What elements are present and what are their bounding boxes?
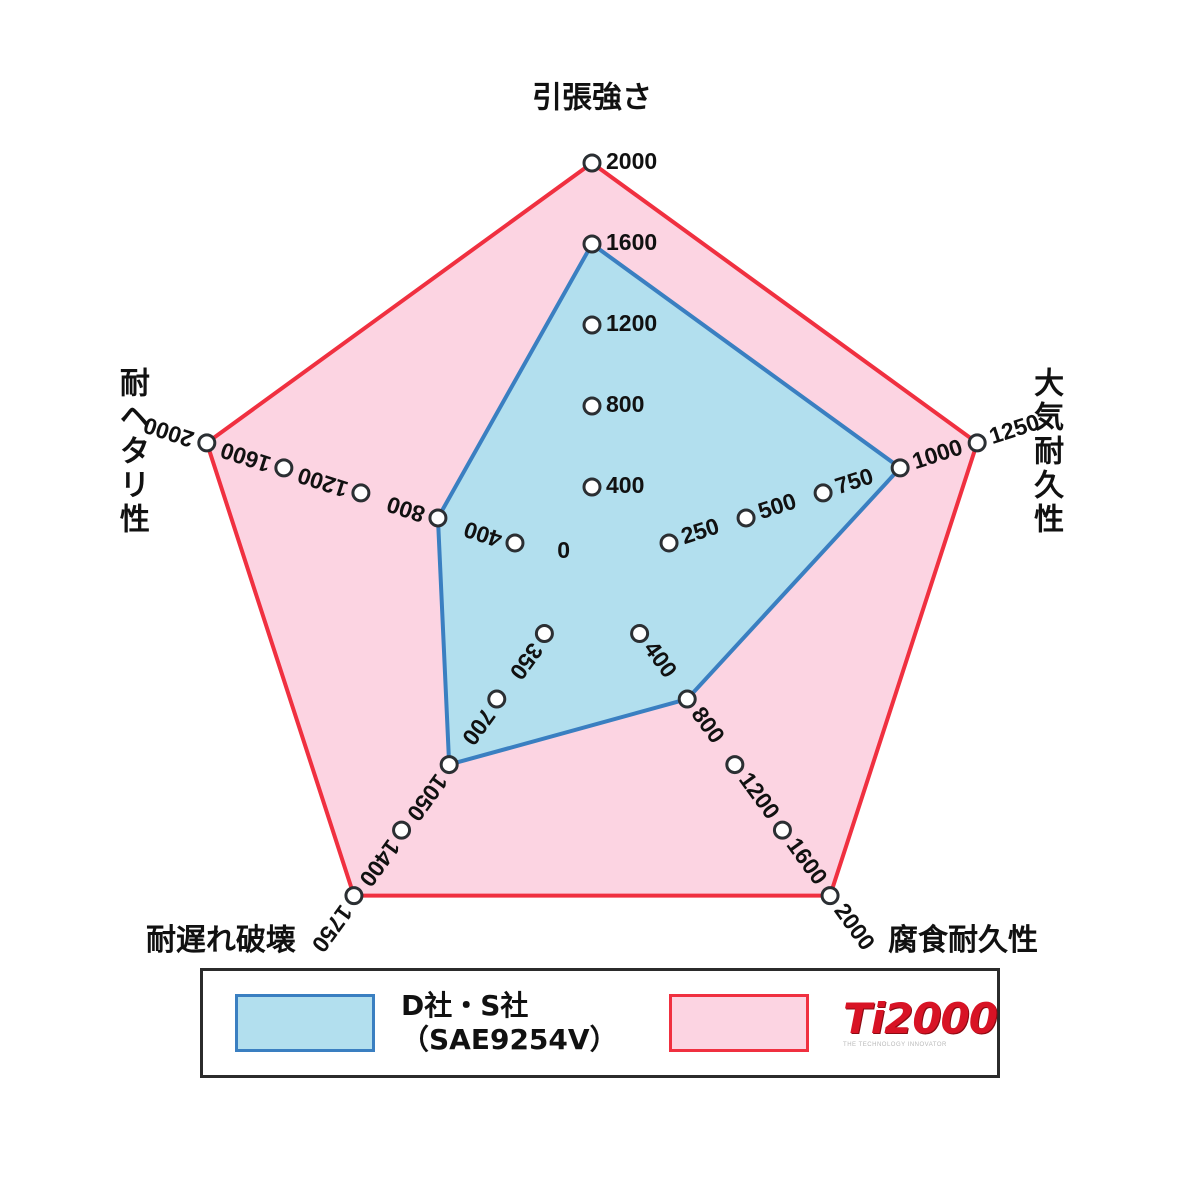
axis-tick-marker [487, 689, 507, 709]
legend-swatch-pink [669, 994, 810, 1052]
axis-tick-marker [677, 689, 697, 709]
axis-tick-marker [428, 508, 448, 528]
axis-tick-marker [813, 483, 833, 503]
axis-tick-marker [274, 458, 294, 478]
axis-tick-marker [582, 153, 602, 173]
axis-title-delayed-fracture-resistance: 耐遅れ破壊 [146, 923, 296, 958]
axis-tick-marker [392, 820, 412, 840]
axis-tick-label: 1200 [606, 310, 657, 336]
axis-tick-marker [351, 483, 371, 503]
axis-title-char: 大 [1034, 366, 1064, 401]
axis-tick-label: 2000 [606, 148, 657, 174]
chart-legend: D社・S社 （SAE9254V） Ti2000 THE TECHNOLOGY I… [200, 968, 1000, 1078]
axis-tick-label: 1750 [307, 900, 358, 957]
axis-tick-marker [659, 533, 679, 553]
axis-title-char: 気 [1034, 400, 1064, 435]
axis-tick-marker [582, 315, 602, 335]
axis-tick-marker [344, 886, 364, 906]
axis-title-char: 性 [120, 502, 150, 537]
legend-swatch-blue [235, 994, 375, 1052]
axis-tick-label: 2000 [829, 898, 880, 955]
legend-item-competitor: D社・S社 （SAE9254V） [203, 971, 659, 1075]
axis-title-char: タ [120, 434, 150, 469]
axis-tick-marker [582, 396, 602, 416]
axis-title-char: リ [120, 468, 150, 503]
axis-tick-marker [197, 433, 217, 453]
axis-tick-label: 800 [606, 391, 644, 417]
legend-label-competitor: D社・S社 （SAE9254V） [401, 989, 618, 1057]
axis-tick-marker [439, 755, 459, 775]
axis-title-char: 耐 [120, 366, 150, 401]
axis-tick-label: 0 [557, 537, 570, 563]
axis-tick-marker [890, 458, 910, 478]
axis-tick-marker [534, 624, 554, 644]
legend-label-competitor-line1: D社・S社 [401, 988, 529, 1022]
axis-title-char: 性 [1034, 502, 1064, 537]
axis-tick-marker [820, 886, 840, 906]
ti2000-logo: Ti2000 THE TECHNOLOGY INNOVATOR [843, 994, 998, 1049]
axis-title-tensile-strength: 引張強さ [532, 81, 652, 116]
axis-tick-marker [772, 820, 792, 840]
axis-tick-marker [582, 234, 602, 254]
axis-tick-marker [630, 624, 650, 644]
legend-label-competitor-line2: （SAE9254V） [401, 1023, 618, 1056]
axis-tick-marker [582, 477, 602, 497]
axis-title-corrosion-durability: 腐食耐久性 [888, 923, 1038, 958]
axis-tick-label: 400 [606, 472, 644, 498]
legend-item-ti2000: Ti2000 THE TECHNOLOGY INNOVATOR [659, 971, 998, 1075]
ti2000-logo-text: Ti2000 [843, 994, 998, 1043]
axis-tick-marker [736, 508, 756, 528]
axis-title-char: 耐 [1034, 434, 1064, 469]
axis-tick-marker [967, 433, 987, 453]
axis-tick-marker [505, 533, 525, 553]
ti2000-logo-subtext: THE TECHNOLOGY INNOVATOR [843, 1042, 947, 1048]
axis-tick-marker [725, 755, 745, 775]
axis-tick-label: 1600 [606, 229, 657, 255]
axis-title-char: ヘ [120, 400, 150, 435]
axis-title-char: 久 [1034, 468, 1064, 503]
